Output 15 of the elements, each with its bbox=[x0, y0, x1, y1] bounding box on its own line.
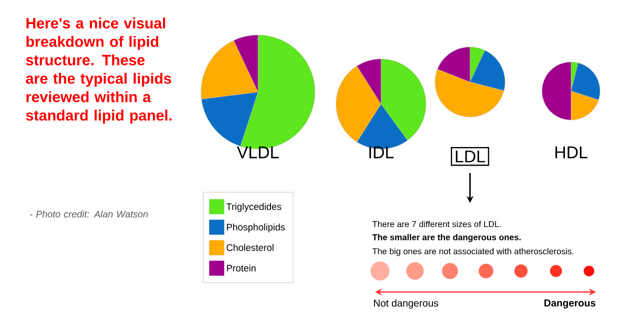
text: LDL bbox=[456, 150, 485, 162]
text: IDL bbox=[369, 146, 394, 158]
text: Here's a nice visual breakdown of lipid structure. These are the typical lipids reviewed within a standard lipid panel. bbox=[26, 18, 172, 124]
text: VLDL bbox=[236, 146, 279, 158]
text: Not dangerous bbox=[374, 299, 438, 309]
text: - Photo credit: Alan Watson bbox=[30, 210, 148, 218]
text: The big ones are not associated with atherosclerosis. bbox=[372, 248, 574, 256]
text: There are 7 different sizes of LDL. bbox=[372, 220, 501, 228]
legend-label: Triglycedides bbox=[226, 203, 282, 212]
legend-label: Phospholipids bbox=[226, 224, 285, 232]
text: Dangerous bbox=[544, 300, 596, 308]
text: HDL bbox=[555, 146, 588, 158]
legend-label: Cholesterol bbox=[226, 244, 274, 251]
text: The smaller are the dangerous ones. bbox=[372, 234, 521, 242]
legend-label: Protein bbox=[226, 264, 256, 272]
